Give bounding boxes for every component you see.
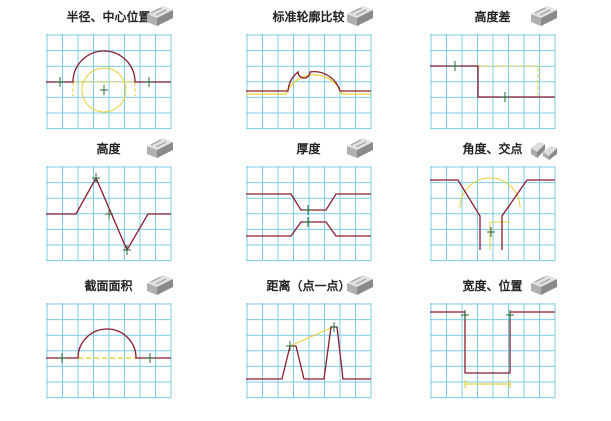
two-blocks-icon: [529, 136, 559, 164]
measurement-panel: 角度、交点: [430, 142, 557, 263]
profile-line: [46, 173, 171, 255]
profile-line: [46, 328, 171, 363]
grid-lines: [246, 34, 372, 130]
panel-title: 宽度、位置: [462, 279, 523, 293]
panel-title: 距离（点一点）: [266, 279, 351, 293]
grooved-block-icon: [145, 136, 175, 164]
measurement-panel: 高度差: [430, 6, 557, 131]
profile-grid: [246, 34, 372, 130]
profile-grid: [430, 34, 556, 130]
grooved-block-icon: [345, 136, 375, 164]
measurement-panel: 标准轮廓比较: [246, 6, 373, 131]
measurement-panel: 宽度、位置: [430, 275, 557, 400]
measurement-panel: 半径、中心位置: [46, 6, 173, 131]
grid-lines: [246, 303, 372, 399]
measurement-panel: 厚度: [246, 138, 373, 263]
measurement-panel: 距离（点一点）: [246, 275, 373, 400]
panel-title: 半径、中心位置: [66, 10, 151, 24]
grooved-block-icon: [345, 4, 375, 32]
grooved-block-icon: [529, 4, 559, 32]
grooved-block-icon: [529, 273, 559, 301]
panel-title: 厚度: [296, 142, 321, 156]
profile-line: [246, 70, 371, 95]
panel-title: 标准轮廓比较: [272, 10, 345, 24]
profile-line: [430, 310, 555, 388]
profile-line: [430, 177, 555, 250]
panel-title: 高度: [96, 142, 121, 156]
panel-title: 截面面积: [84, 279, 133, 293]
grid-lines: [430, 166, 556, 262]
measurement-panel: 高度: [46, 138, 173, 263]
profile-grid: [430, 166, 556, 262]
profile-grid: [46, 303, 172, 399]
grid-lines: [430, 303, 556, 399]
profile-line: [430, 61, 555, 102]
profile-line: [246, 193, 371, 237]
grooved-block-icon: [145, 273, 175, 301]
profile-grid: [46, 34, 172, 130]
profile-grid: [430, 303, 556, 399]
profile-line: [246, 322, 371, 380]
grid-lines: [246, 166, 372, 262]
grooved-block-icon: [145, 4, 175, 32]
measurement-panel: 截面面积: [46, 275, 173, 400]
grid-lines: [430, 34, 556, 130]
profile-grid: [246, 303, 372, 399]
profile-line: [46, 50, 171, 113]
profile-grid: [46, 166, 172, 262]
grid-lines: [46, 166, 172, 262]
profile-grid: [246, 166, 372, 262]
grid-lines: [46, 303, 172, 399]
grooved-block-icon: [345, 273, 375, 301]
panel-title: 角度、交点: [462, 142, 523, 156]
panel-title: 高度差: [474, 10, 511, 24]
